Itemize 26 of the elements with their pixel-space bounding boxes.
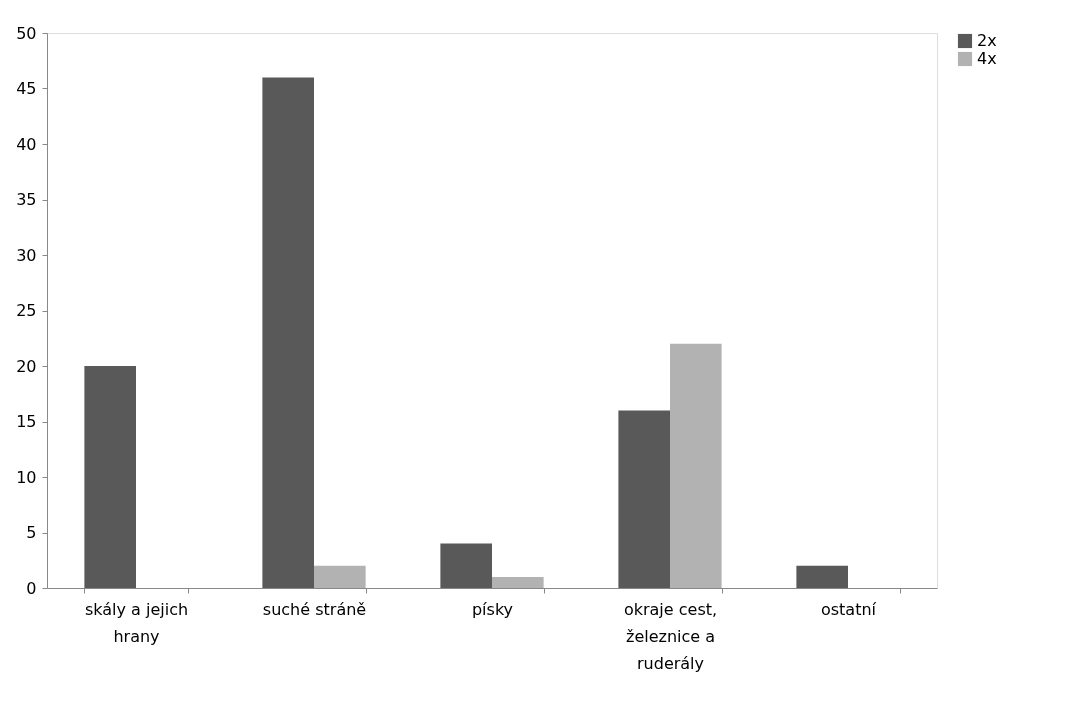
bar bbox=[314, 565, 366, 588]
y-tick-label: 20 bbox=[16, 356, 37, 376]
bar bbox=[440, 543, 492, 588]
y-tick-label: 5 bbox=[26, 523, 37, 542]
x-tick-label: suché stráně bbox=[262, 599, 367, 619]
y-tick-label: 50 bbox=[16, 23, 37, 43]
y-tick-label: 15 bbox=[16, 412, 37, 431]
bar bbox=[618, 410, 670, 588]
y-tick-label: 10 bbox=[16, 467, 37, 487]
bar bbox=[670, 343, 722, 588]
y-tick-label: 30 bbox=[16, 245, 37, 265]
legend-label: 4x bbox=[977, 49, 997, 68]
bar bbox=[84, 366, 136, 588]
x-tick-label: ostatní bbox=[820, 599, 877, 619]
y-tick-label: 40 bbox=[16, 134, 37, 154]
legend-label: 2x bbox=[977, 31, 997, 50]
y-tick-label: 45 bbox=[16, 79, 37, 98]
y-tick-label: 35 bbox=[16, 190, 37, 209]
x-tick-label: okraje cest, železnice a ruderály bbox=[623, 599, 718, 673]
y-tick-label: 25 bbox=[16, 301, 37, 320]
bar bbox=[796, 565, 848, 588]
x-tick-label: písky bbox=[471, 599, 514, 619]
bar bbox=[492, 576, 544, 588]
x-tick-label: skály a jejich hrany bbox=[84, 599, 189, 646]
y-tick-label: 0 bbox=[26, 578, 37, 598]
bar bbox=[262, 77, 314, 588]
